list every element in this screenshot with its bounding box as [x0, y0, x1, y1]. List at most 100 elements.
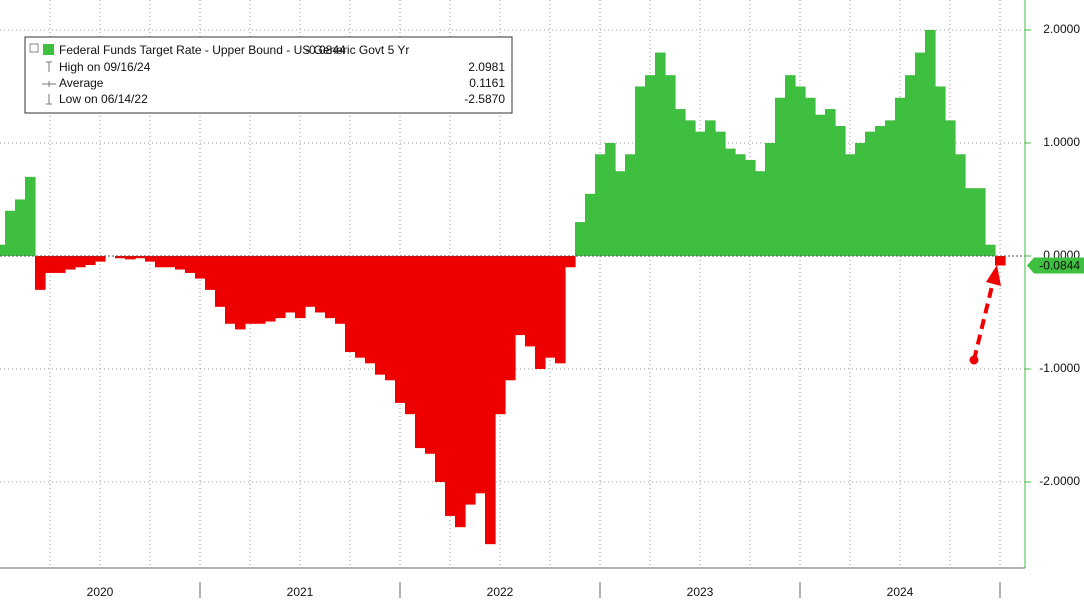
area-segment: [55, 255, 66, 273]
area-segment: [975, 188, 986, 256]
area-segment: [375, 255, 386, 375]
y-tick-label: 2.0000: [1043, 22, 1080, 36]
area-segment: [625, 154, 636, 256]
area-segment: [965, 188, 976, 256]
area-segment: [715, 131, 726, 256]
area-segment: [985, 244, 996, 256]
area-segment: [385, 255, 396, 381]
area-segment: [135, 255, 146, 259]
area-segment: [365, 255, 376, 364]
area-segment: [635, 86, 646, 256]
low-icon: [46, 94, 52, 105]
area-segment: [415, 255, 426, 449]
area-segment: [85, 255, 96, 266]
x-tick-label: 2020: [87, 585, 114, 599]
area-segment: [515, 255, 526, 336]
area-segment: [245, 255, 256, 324]
arrow-head: [986, 265, 1001, 286]
area-segment: [165, 255, 176, 268]
y-tick-label: -2.0000: [1039, 474, 1080, 488]
area-segment: [345, 255, 356, 353]
area-segment: [805, 97, 816, 256]
area-segment: [115, 255, 126, 259]
x-tick-label: 2024: [887, 585, 914, 599]
last-value-label: -0.0844: [1039, 259, 1080, 273]
y-tick-label: 1.0000: [1043, 135, 1080, 149]
area-segment: [0, 244, 6, 256]
area-segment: [45, 255, 56, 273]
area-segment: [255, 255, 266, 324]
high-icon: [46, 61, 52, 72]
area-segment: [815, 114, 826, 256]
area-segment: [235, 255, 246, 330]
area-segment: [705, 120, 716, 256]
area-segment: [315, 255, 326, 313]
area-segment: [995, 255, 1006, 266]
area-segment: [265, 255, 276, 322]
y-tick-label: -1.0000: [1039, 361, 1080, 375]
area-segment: [455, 255, 466, 528]
area-segment: [555, 255, 566, 364]
area-segment: [875, 126, 886, 256]
area-segment: [685, 120, 696, 256]
area-segment: [575, 222, 586, 256]
legend-box: [24, 36, 513, 114]
area-segment: [545, 255, 556, 358]
legend-stat-value: 0.1161: [469, 76, 505, 90]
legend-stat-value: -2.5870: [464, 92, 505, 106]
area-segment: [185, 255, 196, 273]
average-icon: [42, 81, 56, 87]
area-segment: [755, 171, 766, 256]
area-segment: [175, 255, 186, 270]
area-segment: [835, 126, 846, 256]
area-segment: [845, 154, 856, 256]
area-segment: [765, 142, 776, 256]
area-segment: [775, 97, 786, 256]
last-value-tag: [1027, 257, 1084, 274]
area-segment: [655, 52, 666, 256]
x-tick-label: 2022: [487, 585, 514, 599]
area-segment: [795, 86, 806, 256]
legend-stat-label: High on 09/16/24: [59, 60, 151, 74]
area-segment: [495, 255, 506, 415]
legend-collapse: [29, 43, 39, 53]
area-segment: [355, 255, 366, 358]
area-segment: [405, 255, 416, 415]
x-tick-label: 2021: [287, 585, 314, 599]
area-segment: [525, 255, 536, 347]
area-segment: [745, 159, 756, 256]
area-segment: [395, 255, 406, 403]
area-segment: [95, 255, 106, 262]
area-segment: [945, 120, 956, 256]
arrow-shaft: [972, 281, 995, 361]
area-segment: [75, 255, 86, 268]
area-segment: [505, 255, 516, 381]
area-segment: [295, 255, 306, 319]
area-segment: [65, 255, 76, 270]
area-segment: [475, 255, 486, 494]
area-segment: [735, 154, 746, 256]
area-segment: [335, 255, 346, 324]
area-segment: [145, 255, 156, 262]
area-segment: [665, 75, 676, 256]
area-segment: [925, 29, 936, 256]
arrow-tail: [969, 355, 979, 365]
area-segment: [865, 131, 876, 256]
area-segment: [35, 255, 46, 290]
area-segment: [645, 75, 656, 256]
area-segment: [695, 131, 706, 256]
area-segment: [25, 176, 36, 256]
legend-title: Federal Funds Target Rate - Upper Bound …: [59, 43, 409, 57]
area-segment: [605, 142, 616, 256]
area-segment: [155, 255, 166, 268]
area-segment: [915, 52, 926, 256]
legend-swatch: [43, 44, 54, 55]
area-segment: [465, 255, 476, 505]
area-segment: [205, 255, 216, 290]
area-segment: [595, 154, 606, 256]
area-segment: [275, 255, 286, 319]
area-segment: [445, 255, 456, 516]
legend-stat-label: Average: [59, 76, 104, 90]
area-segment: [905, 75, 916, 256]
